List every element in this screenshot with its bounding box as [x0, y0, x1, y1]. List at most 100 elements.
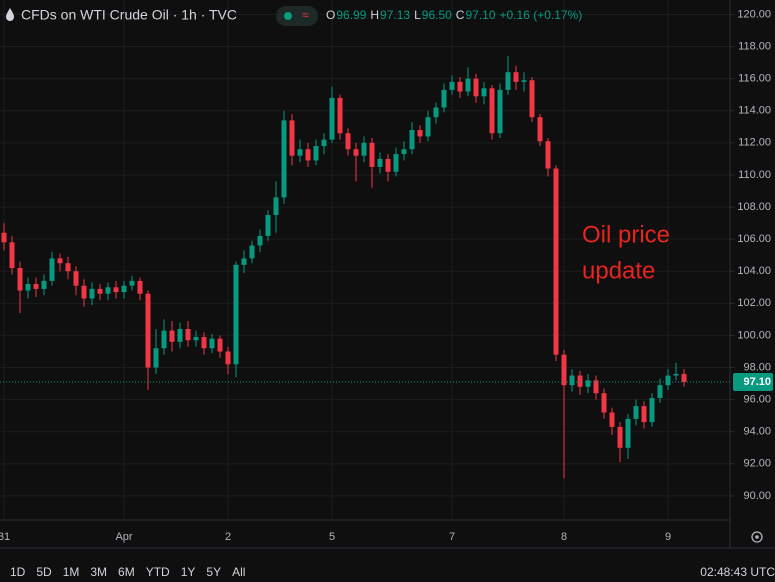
candle-body [537, 117, 543, 142]
price-change: +0.16 (+0.17%) [500, 8, 583, 22]
settings-icon-center [755, 535, 759, 539]
y-tick-label: 118.00 [738, 40, 771, 52]
range-button[interactable]: YTD [146, 565, 170, 579]
ohlc-key: H [370, 8, 379, 22]
candle-body [9, 242, 15, 269]
ohlc-value: 97.10 [465, 8, 495, 22]
y-tick-label: 110.00 [738, 169, 771, 181]
candle-body [649, 398, 655, 423]
y-tick-label: 98.00 [743, 361, 771, 373]
candle-body [177, 329, 183, 342]
candle-body [449, 81, 455, 90]
clock: 02:48:43 UTC [700, 565, 775, 579]
candle-body [137, 280, 143, 294]
range-button[interactable]: 5Y [206, 565, 221, 579]
candle-body [121, 285, 127, 293]
candle-body [233, 264, 239, 365]
candle-body [481, 88, 487, 97]
candle-body [521, 80, 527, 82]
x-tick-label: 5 [329, 531, 335, 543]
candle-body [217, 338, 223, 352]
candle-body [129, 280, 135, 286]
x-tick-label: 7 [449, 531, 455, 543]
candle-body [465, 78, 471, 92]
candle-body [201, 337, 207, 349]
candle-body [145, 293, 151, 368]
candle-body [97, 288, 103, 294]
candle-body [57, 258, 63, 264]
candle-body [489, 88, 495, 134]
y-tick-label: 114.00 [738, 105, 771, 117]
range-button[interactable]: 6M [118, 565, 135, 579]
settings-icon [751, 531, 763, 543]
candle-body [273, 197, 279, 216]
y-tick-label: 108.00 [737, 201, 771, 213]
y-tick-label: 102.00 [737, 297, 771, 309]
x-tick-label: 2 [225, 531, 231, 543]
candle-body [49, 258, 55, 281]
annotation: update [582, 257, 655, 284]
header: CFDs on WTI Crude Oil · 1h · TVC ≈ O 96.9… [6, 6, 582, 26]
ohlc-legend: O 96.99 H 97.13 L 96.50 C 97.10 +0.16 (+0.17%) [326, 8, 582, 22]
candle-body [17, 268, 23, 291]
candle-body [265, 215, 271, 236]
candle-body [569, 375, 575, 386]
candle-body [1, 232, 7, 243]
candle-body [241, 258, 247, 265]
candle-body [625, 418, 631, 448]
candle-body [313, 146, 319, 161]
candle-body [105, 287, 111, 294]
range-button[interactable]: 1M [63, 565, 80, 579]
candle-body [497, 89, 503, 134]
grid [0, 0, 730, 520]
symbol-title: CFDs on WTI Crude Oil · 1h · TVC [21, 7, 237, 23]
range-button[interactable]: All [232, 565, 245, 579]
ohlc-key: C [456, 8, 465, 22]
annotation: Oil price [582, 221, 670, 248]
candle-body [81, 285, 87, 299]
ohlc-value: 96.50 [422, 8, 452, 22]
settings-button[interactable] [751, 531, 763, 543]
y-tick-label: 120.00 [737, 8, 771, 20]
candle-body [609, 412, 615, 427]
candle-body [345, 133, 351, 150]
candle-body [361, 142, 367, 156]
candle-body [385, 158, 391, 172]
candle-body [337, 97, 343, 134]
status-pill[interactable] [276, 6, 318, 26]
candle-body [457, 81, 463, 92]
candle-body [169, 330, 175, 342]
candle-body [441, 89, 447, 108]
candle-body [73, 271, 79, 286]
range-button[interactable]: 1Y [181, 565, 196, 579]
candle-body [289, 120, 295, 156]
y-tick-label: 112.00 [738, 137, 771, 149]
candle-body [185, 329, 191, 341]
candle-body [353, 149, 359, 156]
y-tick-label: 106.00 [737, 233, 771, 245]
candle-body [153, 348, 159, 368]
plot-area [1, 56, 687, 479]
candle-body [41, 280, 47, 289]
candle-body [113, 287, 119, 293]
x-tick-label: 8 [561, 531, 567, 543]
ohlc-key: O [326, 8, 335, 22]
candle-body [305, 149, 311, 161]
candle-body [225, 351, 231, 365]
range-button[interactable]: 1D [10, 565, 26, 579]
candle-body [297, 149, 303, 156]
oil-icon [6, 8, 14, 21]
candle-body [473, 78, 479, 97]
candle-body [641, 406, 647, 423]
candle-body [513, 72, 519, 82]
range-button[interactable]: 3M [90, 565, 107, 579]
y-tick-label: 92.00 [743, 458, 771, 470]
ohlc-value: 97.13 [380, 8, 410, 22]
candle-body [321, 139, 327, 147]
candle-body [529, 80, 535, 118]
candle-body [673, 373, 679, 376]
range-button[interactable]: 5D [36, 565, 52, 579]
candle-body [577, 375, 583, 387]
